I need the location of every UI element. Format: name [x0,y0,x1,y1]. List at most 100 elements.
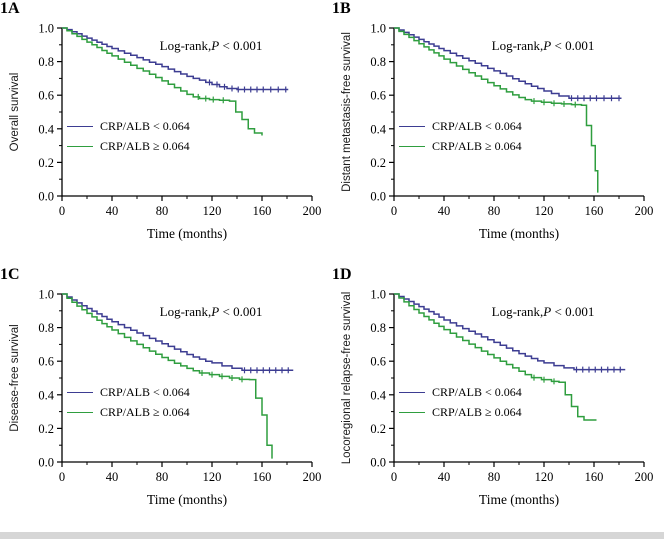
km-plot-locoregional-relapse-free-survival: 0 40 80 120 160 200 0.0 0.2 0.4 0.6 0.8 1.0 [370,288,654,485]
x-tick-label: 40 [438,470,451,484]
legend-label-low: CRP/ALB < 0.064 [100,385,190,399]
x-axis-title: Time (months) [478,226,560,241]
annotation-suffix: < 0.001 [219,38,263,53]
annotation-prefix: Log-rank, [159,304,212,319]
legend-swatch-high [67,412,93,413]
y-axis-title: Locoregional relapse-free survival [341,291,353,465]
y-tick-label: 0.0 [370,190,386,204]
y-tick-label: 1.0 [38,22,54,36]
panel-label: 1A [0,0,20,17]
x-tick-label: 0 [391,204,397,218]
x-tick-label: 160 [585,470,604,484]
x-tick-label: 0 [391,470,397,484]
y-tick-label: 0.0 [370,456,386,470]
annotation-pvalue-symbol: P [543,38,552,53]
y-tick-label: 0.4 [38,122,54,136]
legend-item-low: CRP/ALB < 0.064 [399,119,522,134]
y-tick-label: 0.6 [370,89,386,103]
logrank-annotation: Log-rank,P < 0.001 [438,304,648,320]
y-tick-label: 0.8 [38,321,54,335]
x-tick-label: 120 [535,204,554,218]
legend-label-high: CRP/ALB ≥ 0.064 [432,139,522,153]
y-tick-label: 1.0 [370,22,386,36]
y-axis-title: Overall survival [9,72,21,152]
panel-overall-survival: 0 40 80 120 160 200 0.0 0.2 0.4 0.6 0.8 1.0 1A Over… [0,0,332,266]
x-tick-label: 120 [203,204,222,218]
panel-disease-free-survival: 0 40 80 120 160 200 0.0 0.2 0.4 0.6 0.8 1.0 1C Dise… [0,266,332,532]
y-axis-title: Distant metastasis-free survival [341,32,353,192]
legend-swatch-low [67,126,93,127]
x-tick-label: 120 [535,470,554,484]
panel-locoregional-relapse-free-survival: 0 40 80 120 160 200 0.0 0.2 0.4 0.6 0.8 1.0 1D Loco… [332,266,664,532]
legend-swatch-high [67,146,93,147]
y-tick-label: 0.6 [38,89,54,103]
x-tick-label: 200 [635,470,654,484]
x-tick-label: 0 [59,470,65,484]
legend-swatch-low [67,392,93,393]
panel-label: 1D [332,266,352,283]
legend: CRP/ALB < 0.064 CRP/ALB ≥ 0.064 [67,119,190,154]
legend-item-low: CRP/ALB < 0.064 [67,119,190,134]
km-curve-low-group [62,293,294,372]
km-plot-overall-survival: 0 40 80 120 160 200 0.0 0.2 0.4 0.6 0.8 1.0 [38,22,322,219]
annotation-suffix: < 0.001 [551,304,595,319]
y-tick-label: 0.8 [38,55,54,69]
y-tick-label: 0.6 [370,355,386,369]
x-axis-title: Time (months) [478,492,560,507]
y-tick-label: 0.4 [38,388,54,402]
legend-item-high: CRP/ALB ≥ 0.064 [67,139,190,154]
annotation-suffix: < 0.001 [219,304,263,319]
y-tick-label: 0.2 [370,422,386,436]
y-axis-title: Disease-free survival [9,324,21,432]
annotation-pvalue-symbol: P [211,38,220,53]
y-tick-label: 1.0 [38,288,54,302]
logrank-annotation: Log-rank,P < 0.001 [106,304,316,320]
y-tick-label: 0.2 [370,156,386,170]
y-tick-label: 0.4 [370,388,386,402]
legend-swatch-low [399,392,425,393]
legend-swatch-low [399,126,425,127]
km-curve-low-group [62,27,289,91]
legend-item-high: CRP/ALB ≥ 0.064 [399,405,522,420]
x-tick-label: 160 [585,204,604,218]
legend: CRP/ALB < 0.064 CRP/ALB ≥ 0.064 [399,385,522,420]
x-tick-label: 80 [156,204,169,218]
x-tick-label: 40 [106,470,119,484]
x-axis-title: Time (months) [146,226,228,241]
x-tick-label: 40 [106,204,119,218]
km-plot-disease-free-survival: 0 40 80 120 160 200 0.0 0.2 0.4 0.6 0.8 1.0 [38,288,322,485]
legend-label-high: CRP/ALB ≥ 0.064 [100,405,190,419]
x-tick-label: 120 [203,470,222,484]
legend-item-high: CRP/ALB ≥ 0.064 [399,139,522,154]
km-curve-low-group [394,293,626,371]
x-tick-label: 200 [303,204,322,218]
km-curve-high-group [394,27,599,193]
legend-swatch-high [399,146,425,147]
annotation-prefix: Log-rank, [159,38,212,53]
y-tick-label: 0.2 [38,422,54,436]
y-tick-label: 0.6 [38,355,54,369]
y-tick-label: 0.0 [38,456,54,470]
y-tick-label: 0.0 [38,190,54,204]
legend-label-high: CRP/ALB ≥ 0.064 [432,405,522,419]
legend-item-low: CRP/ALB < 0.064 [399,385,522,400]
legend-swatch-high [399,412,425,413]
legend-label-low: CRP/ALB < 0.064 [100,119,190,133]
y-tick-label: 0.2 [38,156,54,170]
legend-label-low: CRP/ALB < 0.064 [432,119,522,133]
x-tick-label: 80 [156,470,169,484]
legend-label-high: CRP/ALB ≥ 0.064 [100,139,190,153]
x-tick-label: 160 [253,204,272,218]
x-tick-label: 200 [303,470,322,484]
legend-item-high: CRP/ALB ≥ 0.064 [67,405,190,420]
x-tick-label: 40 [438,204,451,218]
legend-label-low: CRP/ALB < 0.064 [432,385,522,399]
page-bottom-bar [0,532,664,539]
km-curve-high-group [62,293,273,459]
panel-distant-metastasis-free-survival: 0 40 80 120 160 200 0.0 0.2 0.4 0.6 0.8 1.0 1B Dist… [332,0,664,266]
y-tick-label: 1.0 [370,288,386,302]
annotation-prefix: Log-rank, [491,38,544,53]
y-tick-label: 0.4 [370,122,386,136]
x-tick-label: 200 [635,204,654,218]
